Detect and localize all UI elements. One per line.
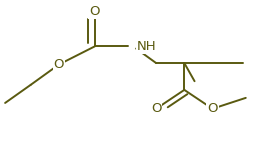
Text: O: O <box>207 102 218 115</box>
Text: NH: NH <box>137 40 157 53</box>
Text: O: O <box>151 102 162 115</box>
Text: O: O <box>89 5 100 18</box>
Text: O: O <box>54 58 64 71</box>
